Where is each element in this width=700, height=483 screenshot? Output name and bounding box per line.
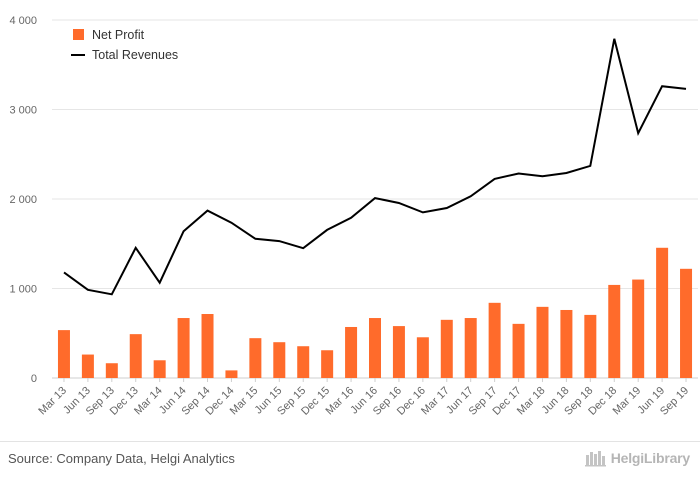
net-profit-bar	[656, 247, 669, 378]
legend-label-total-revenues: Total Revenues	[92, 48, 178, 62]
library-icon	[584, 451, 606, 467]
total-revenues-series-line	[63, 38, 687, 296]
legend: Net Profit Total Revenues	[71, 28, 178, 62]
net-profit-bar	[464, 318, 477, 378]
y-tick-label: 3 000	[9, 105, 37, 117]
legend-swatch-net-profit	[73, 29, 84, 40]
net-profit-bar	[345, 326, 358, 378]
net-profit-bar	[177, 318, 190, 378]
net-profit-bars	[57, 247, 693, 378]
x-tick-label: Mar 13	[36, 385, 69, 418]
net-profit-bar	[129, 334, 142, 378]
net-profit-bar	[153, 360, 166, 378]
y-tick-label: 2 000	[9, 194, 37, 206]
net-profit-bar	[488, 302, 501, 378]
brand-name: HelgiLibrary	[610, 450, 690, 466]
net-profit-bar	[273, 342, 286, 378]
net-profit-bar	[440, 319, 453, 378]
net-profit-bar	[201, 314, 214, 378]
legend-label-net-profit: Net Profit	[92, 28, 145, 42]
net-profit-bar	[680, 268, 693, 378]
net-profit-bar	[369, 318, 381, 378]
net-profit-bar	[57, 330, 70, 378]
y-tick-label: 0	[31, 373, 37, 385]
brand-logo: HelgiLibrary	[584, 449, 690, 467]
net-profit-bar	[536, 306, 549, 378]
net-profit-bar	[105, 363, 118, 378]
net-profit-bar	[632, 279, 645, 378]
net-profit-bar	[584, 314, 597, 378]
total-revenues-line	[63, 38, 687, 296]
net-profit-bar	[608, 284, 621, 378]
y-tick-label: 4 000	[9, 15, 37, 27]
y-tick-label: 1 000	[9, 284, 37, 296]
net-profit-bar	[297, 346, 310, 378]
source-note: Source: Company Data, Helgi Analytics	[8, 451, 235, 466]
net-profit-bar	[225, 370, 238, 378]
net-profit-bar	[416, 337, 429, 378]
net-profit-bar	[249, 338, 262, 378]
net-profit-bar	[560, 309, 573, 378]
net-profit-bar	[512, 323, 525, 378]
net-profit-bar	[392, 326, 405, 378]
footer-divider	[0, 441, 700, 442]
y-axis: 0 1 000 2 000 3 000 4 000	[9, 15, 37, 385]
net-profit-bar	[321, 350, 334, 378]
net-profit-bar	[81, 354, 94, 378]
